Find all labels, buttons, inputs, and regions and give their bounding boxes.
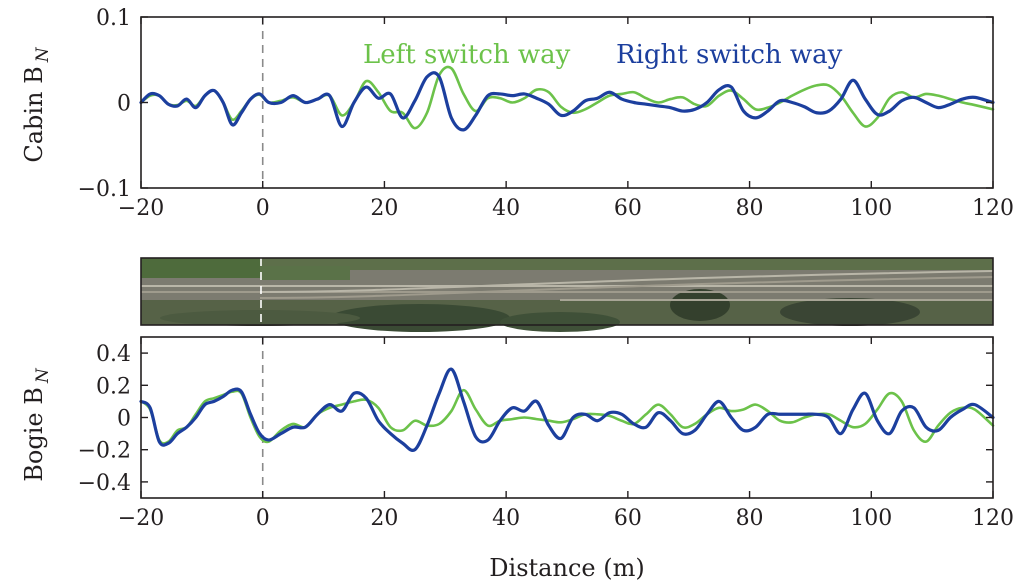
- bogie-x-tick-label: 120: [972, 506, 1014, 531]
- bogie-panel: −20 0 20 40 60 80 100 120 0.4 0.2 0 −0.2 −0.4 Bogie …: [20, 336, 1014, 531]
- cabin-x-tick-label: 60: [614, 196, 642, 221]
- cabin-x-tick-label: 80: [736, 196, 764, 221]
- legend-left-switch-way: Left switch way: [363, 40, 571, 70]
- bogie-y-axis-label: Bogie BN: [20, 367, 53, 482]
- cabin-y-tick-label: 0.1: [96, 6, 131, 31]
- cabin-series-right-switch-way: [139, 71, 995, 132]
- bogie-x-tick-label: 60: [614, 506, 642, 531]
- cabin-x-tick-label: 40: [492, 196, 520, 221]
- bogie-x-tick-label: 80: [736, 506, 764, 531]
- cabin-x-tick-label: 0: [256, 196, 270, 221]
- bogie-y-tick-label: −0.4: [78, 471, 131, 496]
- cabin-x-tick-label: 120: [972, 196, 1014, 221]
- legend-right-switch-way: Right switch way: [616, 40, 843, 70]
- bogie-y-tick-label: −0.2: [78, 439, 131, 464]
- bogie-y-tick-label: 0: [117, 407, 131, 432]
- bogie-x-tick-label: 0: [256, 506, 270, 531]
- bogie-x-tick-label: 20: [370, 506, 398, 531]
- cabin-x-tick-label: 20: [370, 196, 398, 221]
- bogie-x-tick-label: 40: [492, 506, 520, 531]
- bogie-y-tick-label: 0.4: [96, 342, 131, 367]
- bogie-y-tick-label: 0.2: [96, 374, 131, 399]
- bogie-x-tick-label: −20: [118, 506, 164, 531]
- bogie-plot-frame: [140, 336, 994, 499]
- bogie-series-right-switch-way: [139, 367, 995, 452]
- cabin-y-axis-label: Cabin BN: [20, 46, 53, 162]
- cabin-panel: −20 0 20 40 60 80 100 120 0.1 0 −0.1 Cabin BN Left…: [20, 6, 1014, 221]
- cabin-y-tick-label: −0.1: [78, 177, 131, 202]
- cabin-x-tick-label: 100: [850, 196, 892, 221]
- aerial-track-photo: [140, 257, 994, 332]
- cabin-x-tick-label: −20: [118, 196, 164, 221]
- bogie-series-left-switch-way: [139, 388, 995, 445]
- bogie-x-tick-label: 100: [850, 506, 892, 531]
- cabin-y-tick-label: 0: [117, 92, 131, 117]
- x-axis-label: Distance (m): [489, 554, 644, 582]
